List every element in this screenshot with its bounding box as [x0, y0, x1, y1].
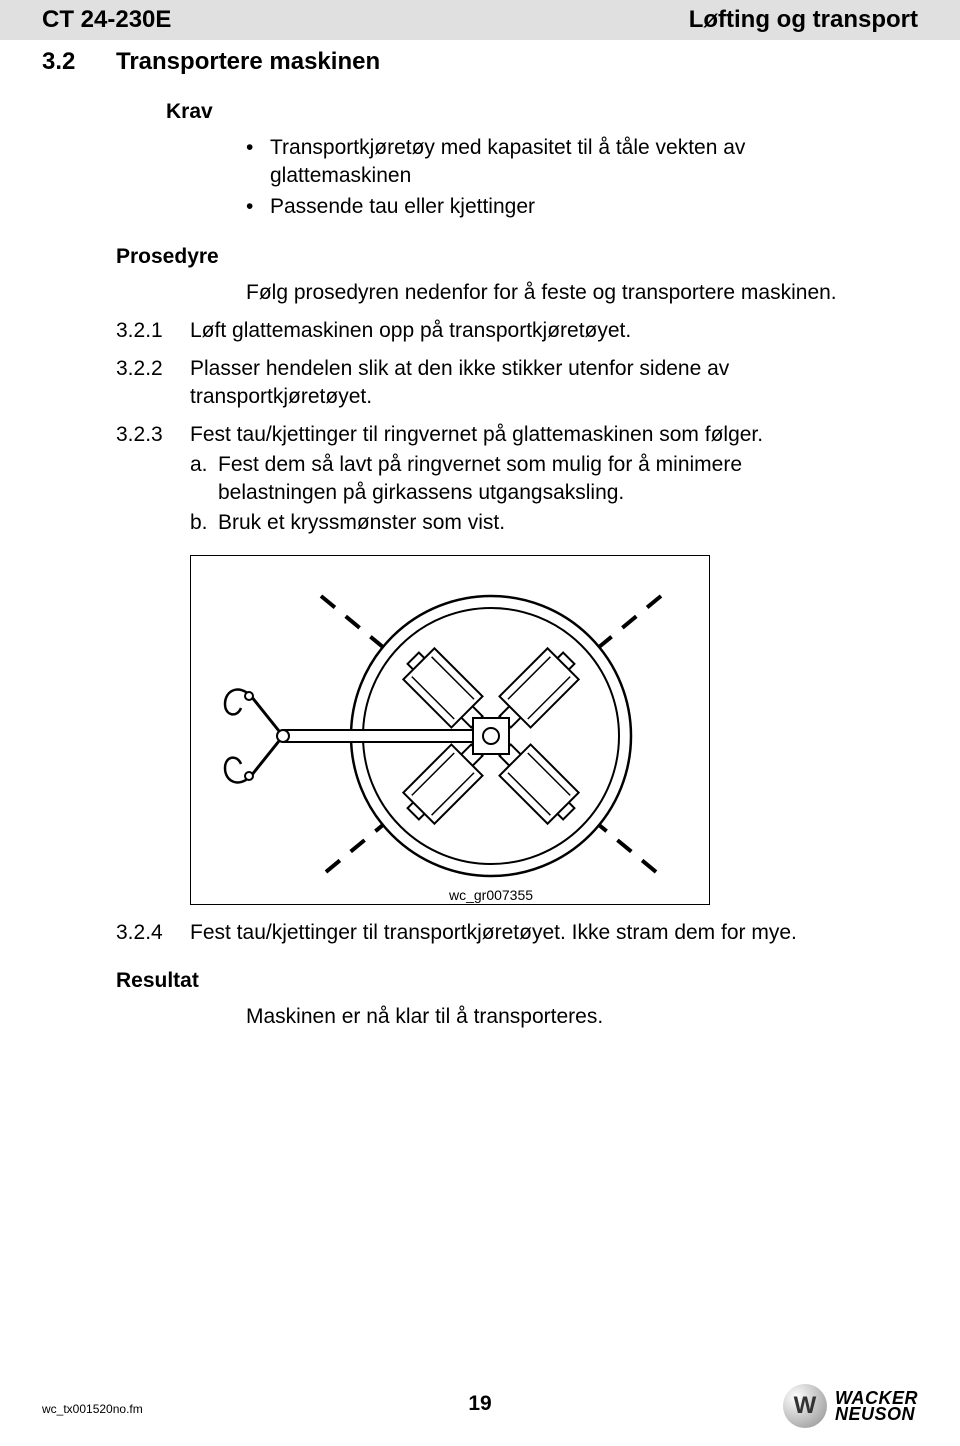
- label-resultat: Resultat: [116, 969, 854, 993]
- section-heading: 3.2 Transportere maskinen: [42, 48, 854, 76]
- content: 3.2 Transportere maskinen Krav • Transpo…: [0, 40, 960, 1031]
- figure: wc_gr007355: [190, 555, 710, 905]
- step-number: 3.2.3: [116, 421, 190, 537]
- bullet-marker: •: [246, 134, 270, 191]
- procedure-intro: Følg prosedyren nedenfor for å feste og …: [246, 279, 854, 307]
- bullet-text: Transportkjøretøy med kapasitet til å tå…: [270, 134, 854, 191]
- substep-text: Fest dem så lavt på ringvernet som mulig…: [218, 451, 854, 507]
- step-row: 3.2.2 Plasser hendelen slik at den ikke …: [42, 355, 854, 411]
- footer: wc_tx001520no.fm 19 W WACKER NEUSON: [0, 1382, 960, 1446]
- substep-letter: b.: [190, 509, 218, 537]
- doc-id: CT 24-230E: [42, 6, 171, 34]
- logo-w-icon: W: [783, 1384, 827, 1428]
- substep-row: b. Bruk et kryssmønster som vist.: [190, 509, 854, 537]
- section-number: 3.2: [42, 48, 116, 76]
- step-row: 3.2.1 Løft glattemaskinen opp på transpo…: [42, 317, 854, 345]
- header-band: CT 24-230E Løfting og transport: [0, 0, 960, 40]
- label-prosedyre: Prosedyre: [116, 245, 854, 269]
- step-body: Fest tau/kjettinger til ringvernet på gl…: [190, 421, 854, 537]
- doc-title-right: Løfting og transport: [689, 6, 918, 34]
- substep-text: Bruk et kryssmønster som vist.: [218, 509, 505, 537]
- footer-logo: W WACKER NEUSON: [783, 1384, 918, 1428]
- section-title: Transportere maskinen: [116, 48, 380, 76]
- step-text: Fest tau/kjettinger til ringvernet på gl…: [190, 421, 854, 449]
- step-number: 3.2.4: [116, 919, 190, 947]
- step-text: Løft glattemaskinen opp på transportkjør…: [190, 317, 854, 345]
- step-text: Fest tau/kjettinger til transportkjøretø…: [190, 919, 854, 947]
- bullet-text: Passende tau eller kjettinger: [270, 193, 535, 221]
- label-krav: Krav: [166, 100, 854, 124]
- step-row: 3.2.4 Fest tau/kjettinger til transportk…: [42, 919, 854, 947]
- step-number: 3.2.1: [116, 317, 190, 345]
- figure-id-inline: wc_gr007355: [448, 887, 533, 903]
- bullet-item: • Passende tau eller kjettinger: [246, 193, 854, 221]
- result-text: Maskinen er nå klar til å transporteres.: [246, 1003, 854, 1031]
- figure-wrap: wc_gr007355: [190, 555, 854, 905]
- step-number: 3.2.2: [116, 355, 190, 411]
- logo-text: WACKER NEUSON: [835, 1390, 918, 1422]
- bullet-item: • Transportkjøretøy med kapasitet til å …: [246, 134, 854, 191]
- substep-row: a. Fest dem så lavt på ringvernet som mu…: [190, 451, 854, 507]
- step-text: Plasser hendelen slik at den ikke stikke…: [190, 355, 854, 411]
- step-row: 3.2.3 Fest tau/kjettinger til ringvernet…: [42, 421, 854, 537]
- figure-svg: wc_gr007355: [191, 556, 711, 906]
- bullet-marker: •: [246, 193, 270, 221]
- logo-line2: NEUSON: [835, 1406, 918, 1422]
- substep-letter: a.: [190, 451, 218, 507]
- krav-bullets: • Transportkjøretøy med kapasitet til å …: [246, 134, 854, 221]
